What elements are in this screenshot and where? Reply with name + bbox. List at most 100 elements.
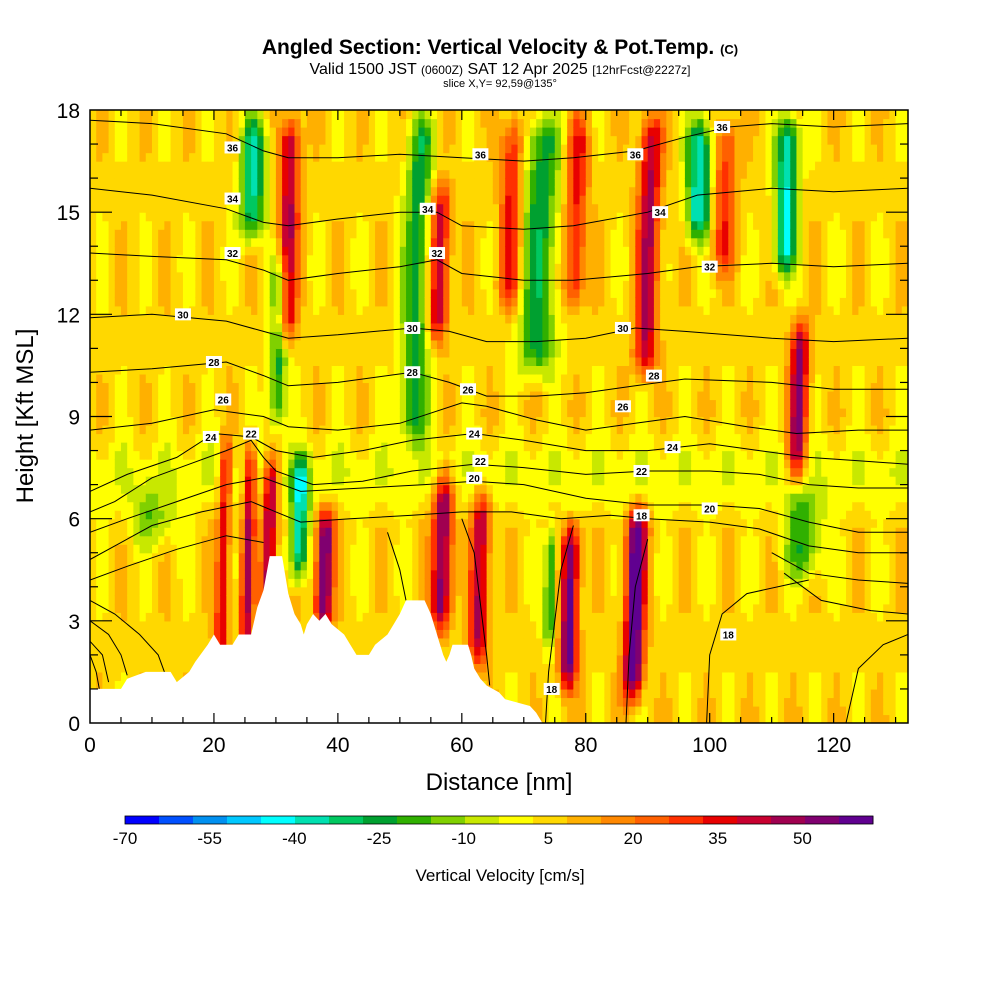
velocity-cell xyxy=(511,203,519,213)
velocity-cell xyxy=(325,476,333,486)
velocity-cell xyxy=(393,118,401,128)
velocity-cell xyxy=(282,271,289,281)
velocity-cell xyxy=(182,280,190,290)
velocity-cell xyxy=(430,229,438,239)
velocity-cell xyxy=(133,629,141,639)
velocity-cell xyxy=(393,203,401,213)
velocity-cell xyxy=(145,348,153,358)
velocity-cell xyxy=(468,629,475,639)
velocity-cell xyxy=(437,212,444,222)
velocity-cell xyxy=(96,229,103,239)
velocity-cell xyxy=(139,246,147,256)
velocity-cell xyxy=(474,348,482,358)
velocity-cell xyxy=(319,305,327,315)
velocity-cell xyxy=(505,203,512,213)
velocity-cell xyxy=(387,110,395,120)
velocity-cell xyxy=(430,586,438,596)
velocity-cell xyxy=(511,688,519,699)
velocity-cell xyxy=(319,246,327,256)
velocity-cell xyxy=(337,620,345,630)
velocity-cell xyxy=(424,586,432,596)
velocity-cell xyxy=(189,356,196,367)
velocity-cell xyxy=(114,220,122,230)
velocity-cell xyxy=(201,390,209,401)
velocity-cell xyxy=(449,390,457,401)
velocity-cell xyxy=(461,220,469,230)
velocity-cell xyxy=(368,127,376,137)
velocity-cell xyxy=(368,314,376,324)
velocity-cell xyxy=(319,527,327,537)
velocity-cell xyxy=(437,578,444,588)
velocity-cell xyxy=(468,203,475,213)
velocity-cell xyxy=(108,484,116,494)
velocity-cell xyxy=(102,178,110,188)
velocity-cell xyxy=(201,637,209,647)
velocity-cell xyxy=(102,407,110,418)
velocity-cell xyxy=(486,356,494,367)
velocity-cell xyxy=(511,484,519,494)
velocity-cell xyxy=(176,322,184,332)
velocity-cell xyxy=(201,518,209,528)
velocity-cell xyxy=(251,161,258,171)
velocity-cell xyxy=(368,263,376,273)
velocity-cell xyxy=(505,518,512,528)
velocity-cell xyxy=(145,518,153,528)
velocity-cell xyxy=(232,373,240,384)
velocity-cell xyxy=(275,118,283,128)
velocity-cell xyxy=(232,110,240,120)
velocity-cell xyxy=(139,535,147,545)
velocity-cell xyxy=(133,484,141,494)
velocity-cell xyxy=(275,535,283,545)
velocity-cell xyxy=(393,263,401,273)
velocity-cell xyxy=(424,442,432,452)
velocity-cell xyxy=(114,407,122,418)
velocity-cell xyxy=(170,493,178,503)
velocity-cell xyxy=(511,518,519,528)
velocity-cell xyxy=(492,127,500,137)
velocity-cell xyxy=(176,144,184,154)
velocity-cell xyxy=(232,348,240,358)
velocity-cell xyxy=(244,144,252,154)
velocity-cell xyxy=(114,382,122,392)
velocity-cell xyxy=(492,433,500,443)
velocity-cell xyxy=(170,535,178,545)
velocity-cell xyxy=(356,322,364,332)
velocity-cell xyxy=(213,280,221,290)
velocity-cell xyxy=(437,637,444,647)
velocity-cell xyxy=(368,271,376,281)
velocity-cell xyxy=(486,280,494,290)
velocity-cell xyxy=(319,586,327,596)
velocity-cell xyxy=(300,305,308,315)
velocity-cell xyxy=(486,322,494,332)
velocity-cell xyxy=(313,459,320,469)
velocity-cell xyxy=(282,118,289,128)
velocity-cell xyxy=(213,135,221,145)
velocity-cell xyxy=(257,118,265,128)
velocity-cell xyxy=(269,305,277,315)
velocity-cell xyxy=(238,595,246,605)
velocity-cell xyxy=(195,450,203,460)
velocity-cell xyxy=(486,620,494,630)
velocity-cell xyxy=(468,161,475,171)
velocity-cell xyxy=(368,144,376,154)
velocity-cell xyxy=(220,195,227,205)
velocity-cell xyxy=(176,620,184,630)
velocity-cell xyxy=(170,484,178,494)
velocity-cell xyxy=(201,237,209,247)
velocity-cell xyxy=(393,484,401,494)
velocity-cell xyxy=(201,339,209,349)
velocity-cell xyxy=(232,356,240,367)
velocity-cell xyxy=(282,450,289,460)
velocity-cell xyxy=(306,561,314,571)
velocity-cell xyxy=(443,552,451,562)
velocity-cell xyxy=(269,237,277,247)
velocity-cell xyxy=(182,135,190,145)
velocity-cell xyxy=(468,237,475,247)
velocity-cell xyxy=(244,416,252,426)
velocity-cell xyxy=(238,578,246,588)
velocity-cell xyxy=(492,493,500,503)
velocity-cell xyxy=(437,561,444,571)
velocity-cell xyxy=(294,212,302,222)
velocity-cell xyxy=(313,484,320,494)
velocity-cell xyxy=(430,459,438,469)
